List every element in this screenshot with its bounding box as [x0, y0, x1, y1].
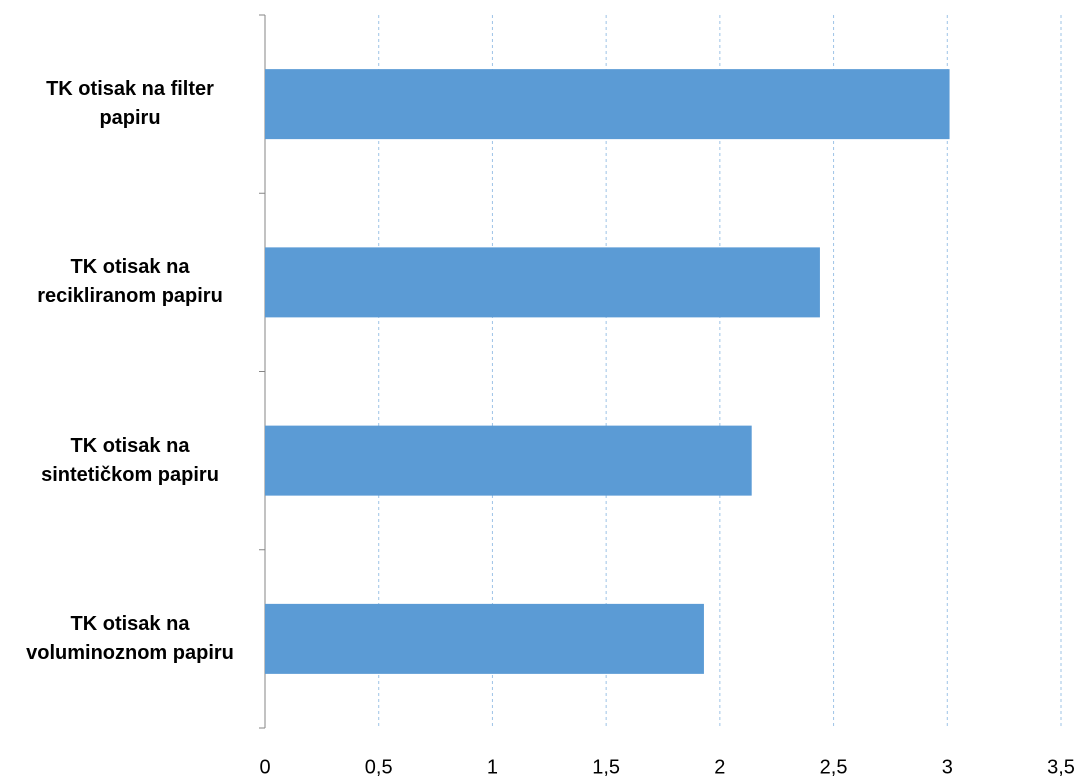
bar [265, 247, 820, 318]
x-tick-label: 2 [714, 756, 725, 778]
x-tick-label: 3,5 [1047, 756, 1075, 778]
x-tick-label: 0 [259, 756, 270, 778]
x-tick-label: 1 [487, 756, 498, 778]
y-tick-label: TK otisak na recikliranom papiru [37, 256, 223, 308]
x-tick-label: 0,5 [365, 756, 393, 778]
y-tick-label: TK otisak na sintetičkom papiru [41, 434, 219, 486]
x-tick-label: 3 [942, 756, 953, 778]
y-tick-label: TK otisak na filter papiru [46, 78, 214, 130]
bar [265, 69, 950, 140]
bar [265, 603, 704, 674]
y-tick-label: TK otisak na voluminoznom papiru [26, 612, 234, 664]
x-tick-label: 2,5 [820, 756, 848, 778]
x-tick-label: 1,5 [592, 756, 620, 778]
bar [265, 425, 752, 496]
